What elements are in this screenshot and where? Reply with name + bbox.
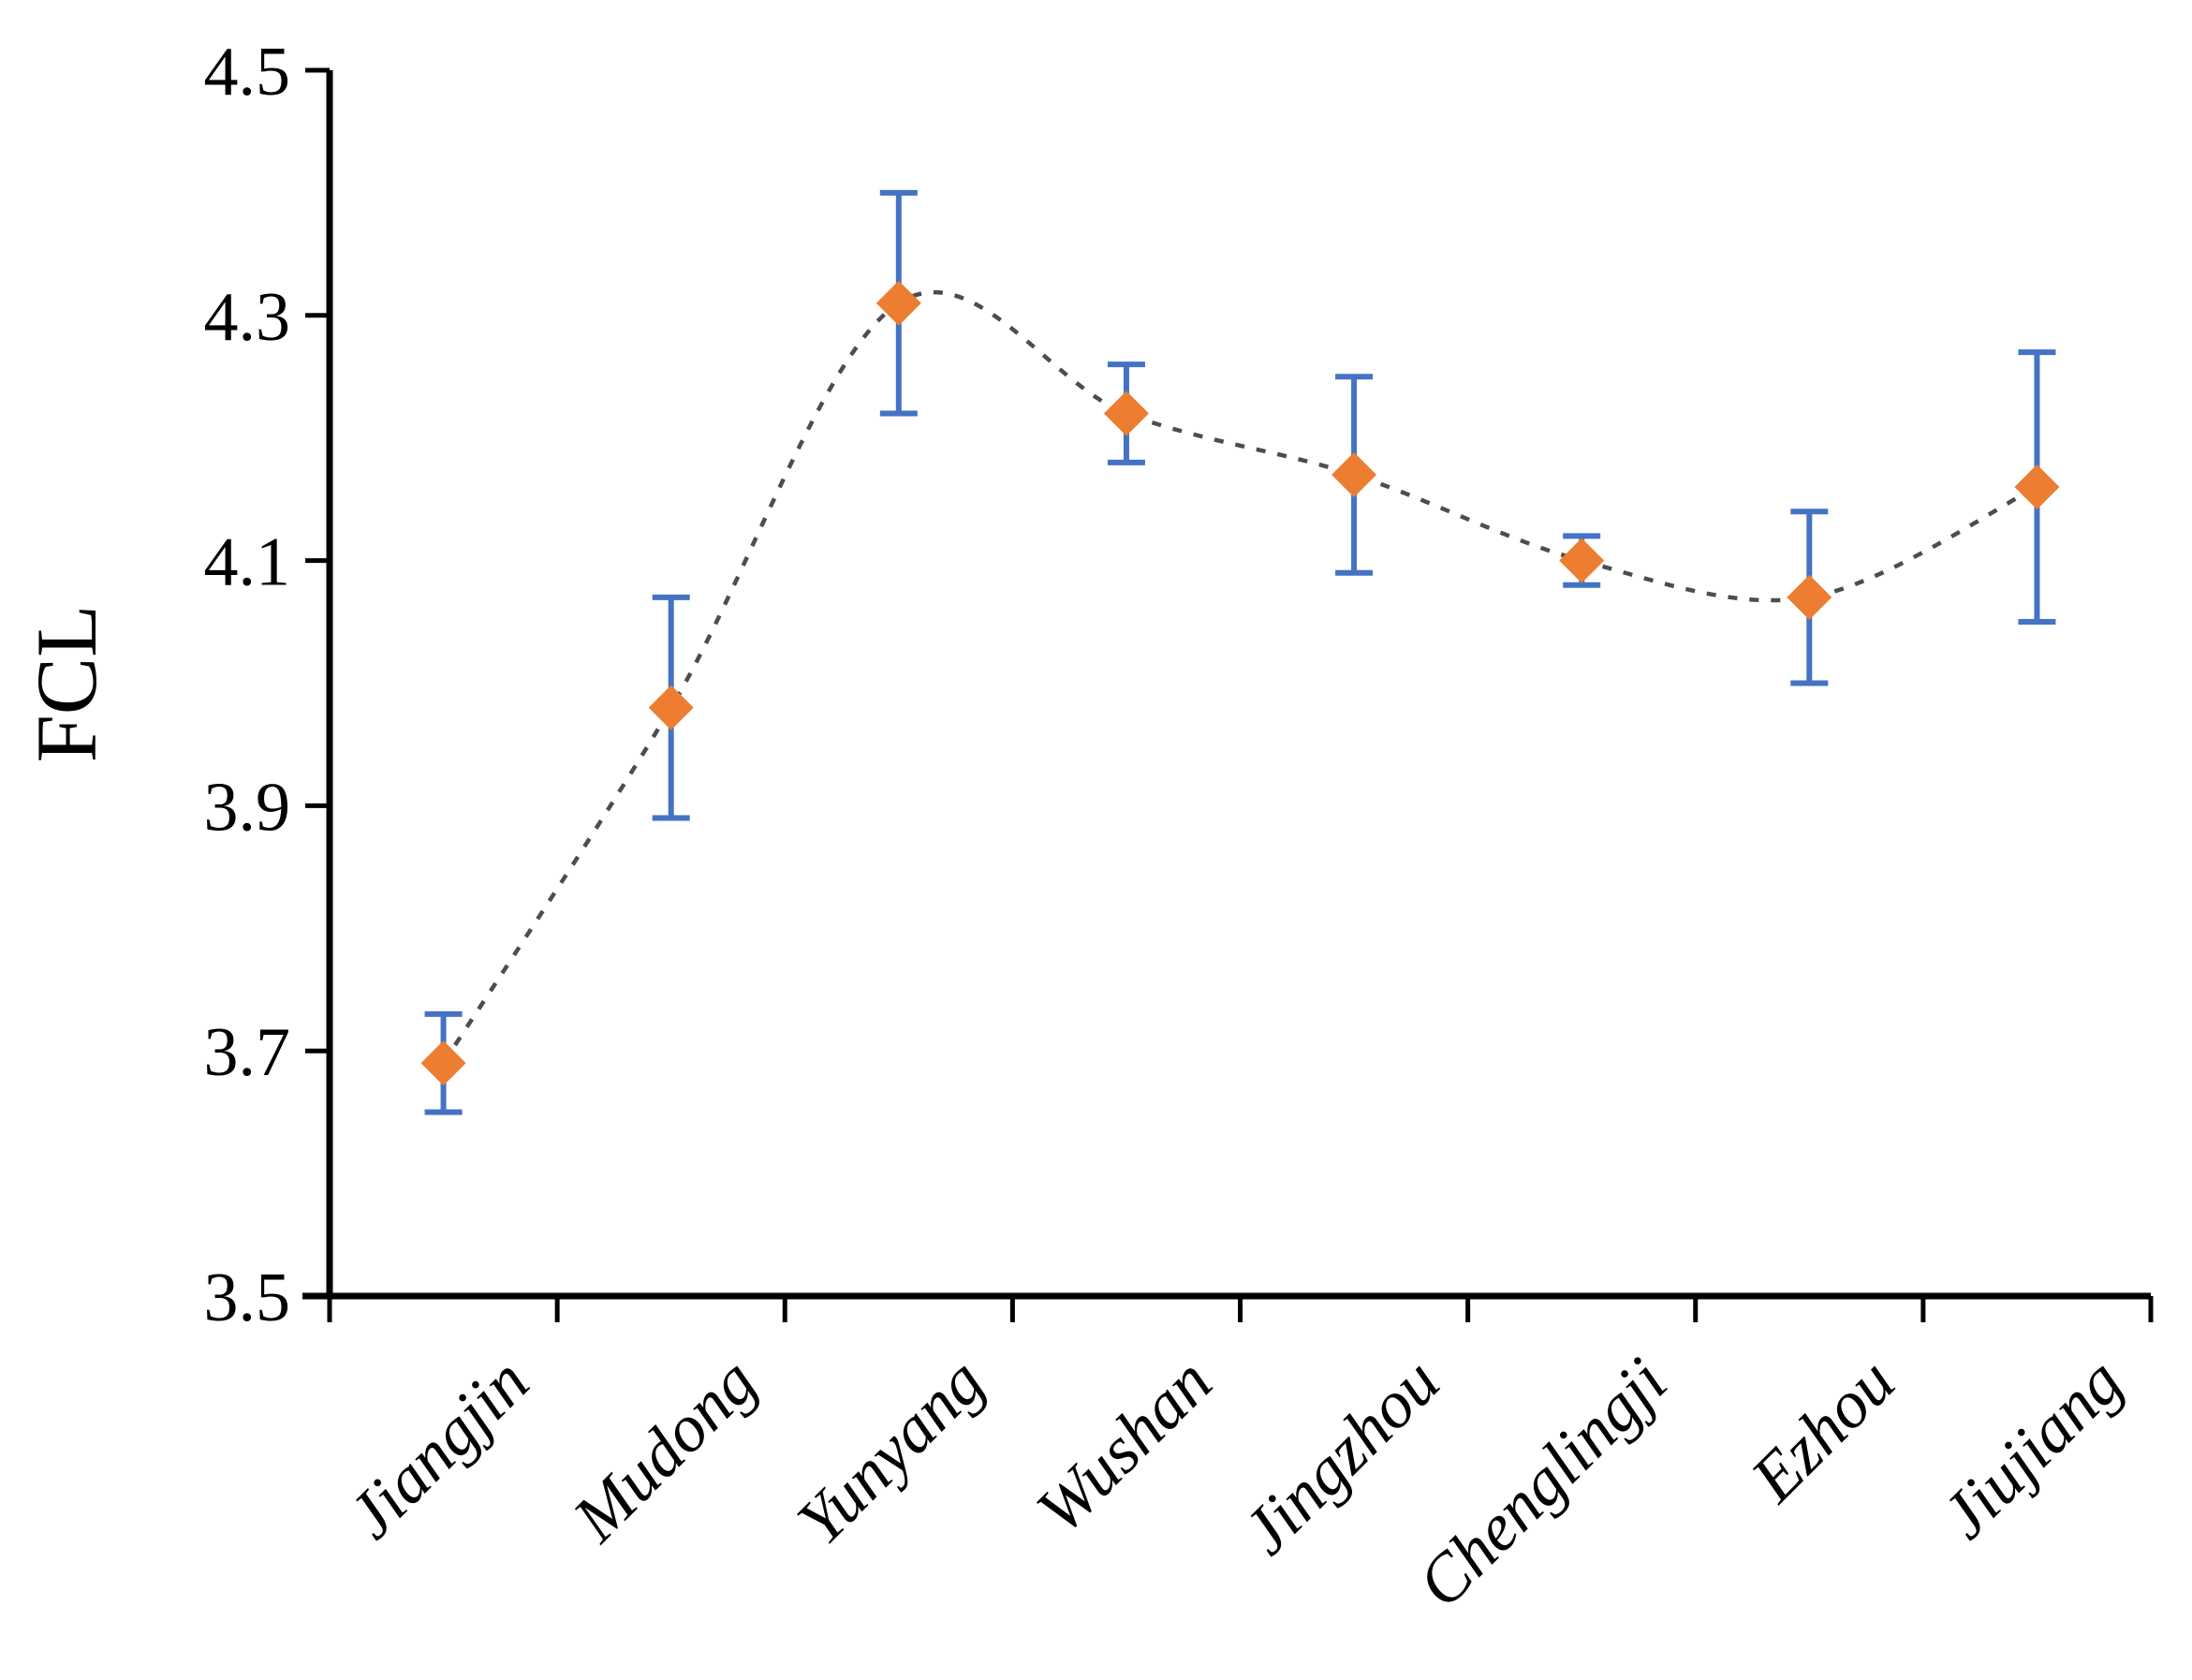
y-axis-labels: 3.5 3.7 3.9 4.1 4.3 4.5 (204, 34, 291, 1336)
y-tick-label: 3.7 (204, 1014, 291, 1091)
x-category-label: Chenglingji (1404, 1344, 1682, 1622)
x-category-label: Jiujiang (1927, 1344, 2136, 1553)
data-point-diamond-marker (1331, 451, 1377, 497)
x-category-label: Jingzhou (1228, 1344, 1453, 1569)
data-point-diamond-marker (420, 1040, 466, 1086)
y-axis-ticks (305, 67, 330, 1299)
data-point-diamond-marker (648, 685, 694, 730)
x-category-label: Jiangjin (333, 1344, 542, 1553)
y-tick-label: 3.5 (204, 1260, 291, 1336)
y-axis-title: FCL (19, 605, 114, 763)
data-point-diamond-marker (1559, 538, 1605, 583)
x-category-label: Mudong (558, 1344, 771, 1556)
y-tick-label: 4.3 (204, 279, 291, 356)
data-point-diamond-marker (1103, 391, 1149, 436)
y-tick-label: 4.5 (204, 34, 291, 111)
x-axis-ticks (327, 1296, 2154, 1322)
series-dashed-line (441, 289, 2038, 1065)
x-category-label: Ezhou (1736, 1344, 1909, 1517)
x-axis-labels: Jiangjin Mudong Yunyang Wushan JingzhouCheng… (333, 1344, 2136, 1622)
y-tick-label: 3.9 (204, 769, 291, 846)
axes-group (302, 70, 2151, 1300)
error-bars-group (424, 189, 2056, 1115)
markers-group (420, 280, 2060, 1086)
series-smooth-dashed-path (441, 289, 2038, 1065)
data-point-diamond-marker (875, 280, 921, 326)
data-point-diamond-marker (2014, 464, 2060, 510)
x-category-label: Yunyang (783, 1344, 998, 1559)
y-tick-label: 4.1 (204, 524, 291, 601)
data-point-diamond-marker (1787, 574, 1832, 620)
x-category-label: Wushan (1022, 1344, 1226, 1548)
